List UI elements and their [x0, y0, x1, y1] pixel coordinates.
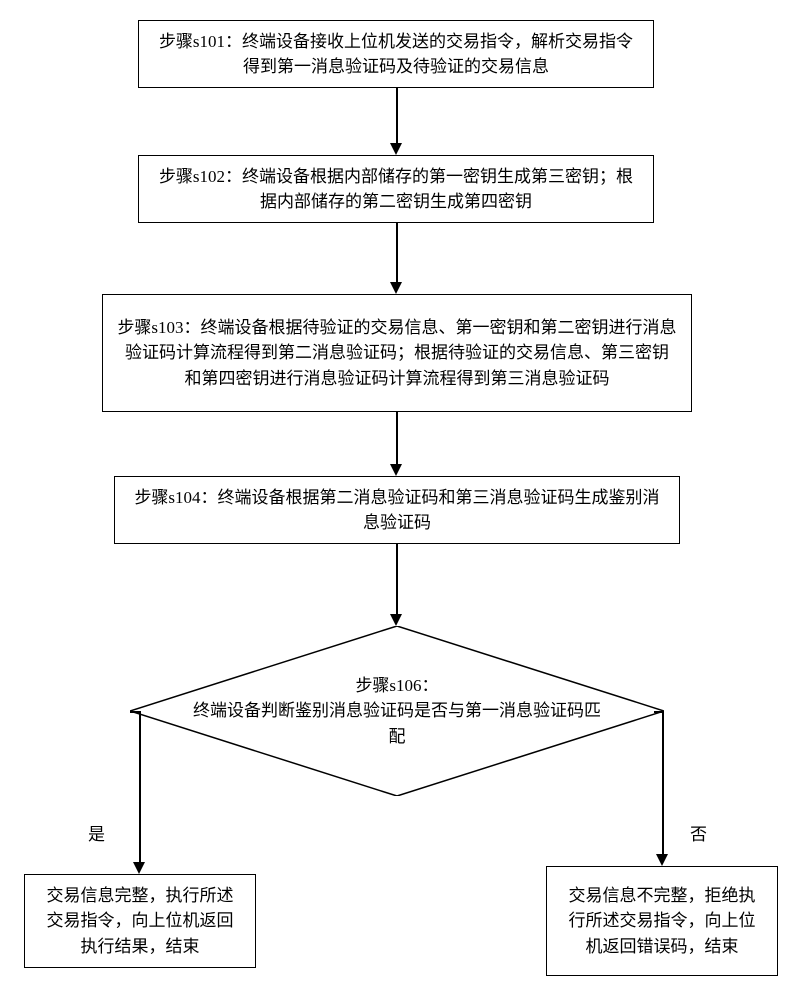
connector-s104-s106	[396, 544, 398, 616]
yes-result-box: 交易信息完整，执行所述交易指令，向上位机返回执行结果，结束	[24, 874, 256, 968]
step-s103-box: 步骤s103：终端设备根据待验证的交易信息、第一密钥和第二密钥进行消息验证码计算…	[102, 294, 692, 412]
step-s106-text: 步骤s106： 终端设备判断鉴别消息验证码是否与第一消息验证码匹配	[130, 626, 664, 796]
connector-s102-s103	[396, 223, 398, 284]
yes-result-text: 交易信息完整，执行所述交易指令，向上位机返回执行结果，结束	[39, 883, 241, 960]
no-result-text: 交易信息不完整，拒绝执行所述交易指令，向上位机返回错误码，结束	[561, 883, 763, 960]
no-label: 否	[690, 820, 707, 845]
step-s101-box: 步骤s101：终端设备接收上位机发送的交易指令，解析交易指令得到第一消息验证码及…	[138, 20, 654, 88]
step-s102-text: 步骤s102：终端设备根据内部储存的第一密钥生成第三密钥；根据内部储存的第二密钥…	[153, 164, 639, 215]
step-s102-box: 步骤s102：终端设备根据内部储存的第一密钥生成第三密钥；根据内部储存的第二密钥…	[138, 155, 654, 223]
arrowhead-yes	[133, 862, 145, 874]
step-s101-text: 步骤s101：终端设备接收上位机发送的交易指令，解析交易指令得到第一消息验证码及…	[153, 29, 639, 80]
arrowhead-s102	[390, 143, 402, 155]
connector-s103-s104	[396, 412, 398, 466]
arrowhead-s106	[390, 614, 402, 626]
arrowhead-no	[656, 854, 668, 866]
no-result-box: 交易信息不完整，拒绝执行所述交易指令，向上位机返回错误码，结束	[546, 866, 778, 976]
step-s106-decision: 步骤s106： 终端设备判断鉴别消息验证码是否与第一消息验证码匹配	[130, 626, 664, 796]
step-s103-text: 步骤s103：终端设备根据待验证的交易信息、第一密钥和第二密钥进行消息验证码计算…	[117, 315, 677, 392]
connector-s106-yes-h2	[130, 711, 140, 713]
step-s104-text: 步骤s104：终端设备根据第二消息验证码和第三消息验证码生成鉴别消息验证码	[129, 485, 665, 536]
connector-s106-yes-v	[139, 711, 141, 864]
connector-s101-s102	[396, 88, 398, 145]
connector-s106-no-v	[662, 711, 664, 856]
arrowhead-s103	[390, 282, 402, 294]
yes-label: 是	[88, 820, 105, 845]
arrowhead-s104	[390, 464, 402, 476]
step-s104-box: 步骤s104：终端设备根据第二消息验证码和第三消息验证码生成鉴别消息验证码	[114, 476, 680, 544]
